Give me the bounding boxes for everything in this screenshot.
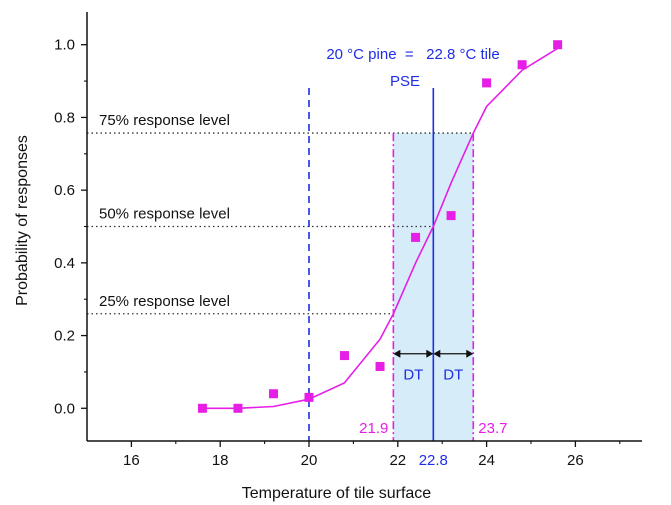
- y-tick-label: 1.0: [54, 37, 75, 54]
- data-point: [482, 78, 492, 88]
- dt-arrow-head: [433, 349, 441, 358]
- series-layer: [197, 40, 563, 413]
- fit-curve: [202, 47, 559, 410]
- data-point: [233, 403, 243, 413]
- y-tick-label: 0.8: [54, 109, 75, 126]
- data-point: [268, 389, 278, 399]
- pse-label: PSE: [390, 73, 420, 90]
- y-tick-label: 0.2: [54, 328, 75, 345]
- dt-label: DT: [403, 367, 423, 384]
- dt-arrow-head: [466, 349, 474, 358]
- x-tick-label: 16: [123, 452, 140, 469]
- dt-upper-bound-label: 23.7: [478, 420, 507, 437]
- data-point: [411, 232, 421, 242]
- y-tick-label: 0.6: [54, 182, 75, 199]
- dt-arrow-head: [393, 349, 401, 358]
- axes-layer: [81, 12, 642, 447]
- x-tick-label: 20: [301, 452, 318, 469]
- y-axis-title: Probability of responses: [14, 135, 31, 306]
- dt-arrow-head: [426, 349, 434, 358]
- data-point: [375, 361, 385, 371]
- y-tick-label: 0.0: [54, 400, 75, 417]
- dt-lower-bound-label: 21.9: [359, 420, 388, 437]
- y-tick-label: 0.4: [54, 255, 75, 272]
- x-axis-title: Temperature of tile surface: [242, 485, 432, 502]
- data-point: [197, 403, 207, 413]
- pse-value-label: 22.8: [419, 452, 448, 469]
- text-layer: 75% response level 50% response level 25% …: [14, 37, 584, 502]
- x-tick-label: 26: [567, 452, 584, 469]
- data-point: [340, 351, 350, 361]
- response-level-label: 75% response level: [99, 112, 230, 129]
- response-level-label: 25% response level: [99, 293, 230, 310]
- data-point: [553, 40, 563, 50]
- x-tick-label: 22: [389, 452, 406, 469]
- data-point: [446, 211, 456, 221]
- x-tick-label: 24: [478, 452, 495, 469]
- x-tick-label: 18: [212, 452, 229, 469]
- equivalence-label: 20 °C pine = 22.8 °C tile: [326, 46, 499, 63]
- data-point: [304, 392, 314, 402]
- response-level-label: 50% response level: [99, 206, 230, 223]
- reference-lines-layer: [87, 88, 475, 441]
- data-point: [517, 60, 527, 70]
- dt-label: DT: [443, 367, 463, 384]
